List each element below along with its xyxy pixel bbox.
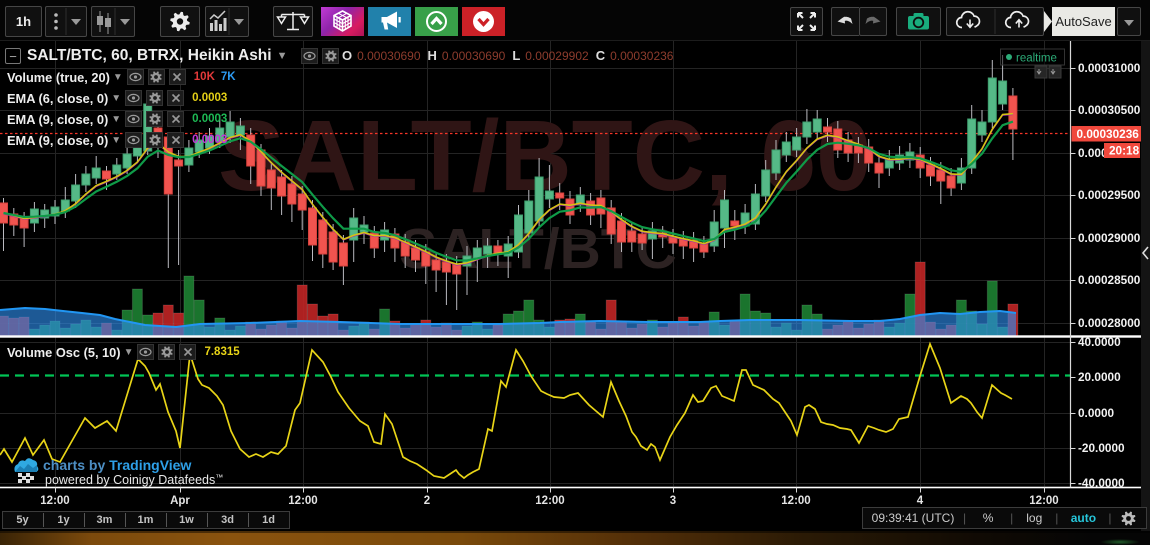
svg-text:SALT/BTC: SALT/BTC [399, 217, 677, 281]
svg-text:0.00028000: 0.00028000 [1078, 316, 1141, 330]
svg-text:Apr: Apr [170, 495, 190, 507]
svg-text:0.00031000: 0.00031000 [1078, 61, 1141, 75]
svg-text:-40.0000: -40.0000 [1078, 476, 1125, 490]
svg-text:12:00: 12:00 [40, 495, 69, 507]
svg-text:4: 4 [917, 495, 924, 507]
svg-text:0.00029500: 0.00029500 [1078, 188, 1141, 202]
svg-text:12:00: 12:00 [288, 495, 317, 507]
svg-text:0.00028500: 0.00028500 [1078, 273, 1141, 287]
svg-text:0.00029000: 0.00029000 [1078, 231, 1141, 245]
svg-text:20:18: 20:18 [1109, 144, 1140, 158]
svg-text:20.0000: 20.0000 [1078, 370, 1121, 384]
svg-text:12:00: 12:00 [535, 495, 564, 507]
svg-text:12:00: 12:00 [781, 495, 810, 507]
svg-text:2: 2 [424, 495, 430, 507]
svg-text:0.0000: 0.0000 [1078, 406, 1115, 420]
svg-text:-20.0000: -20.0000 [1078, 441, 1125, 455]
svg-text:40.0000: 40.0000 [1078, 335, 1121, 349]
svg-text:3: 3 [670, 495, 676, 507]
svg-text:0.00030500: 0.00030500 [1078, 103, 1141, 117]
svg-text:0.00030236: 0.00030236 [1077, 127, 1140, 141]
svg-text:12:00: 12:00 [1029, 495, 1058, 507]
svg-text:realtime: realtime [1016, 53, 1057, 65]
